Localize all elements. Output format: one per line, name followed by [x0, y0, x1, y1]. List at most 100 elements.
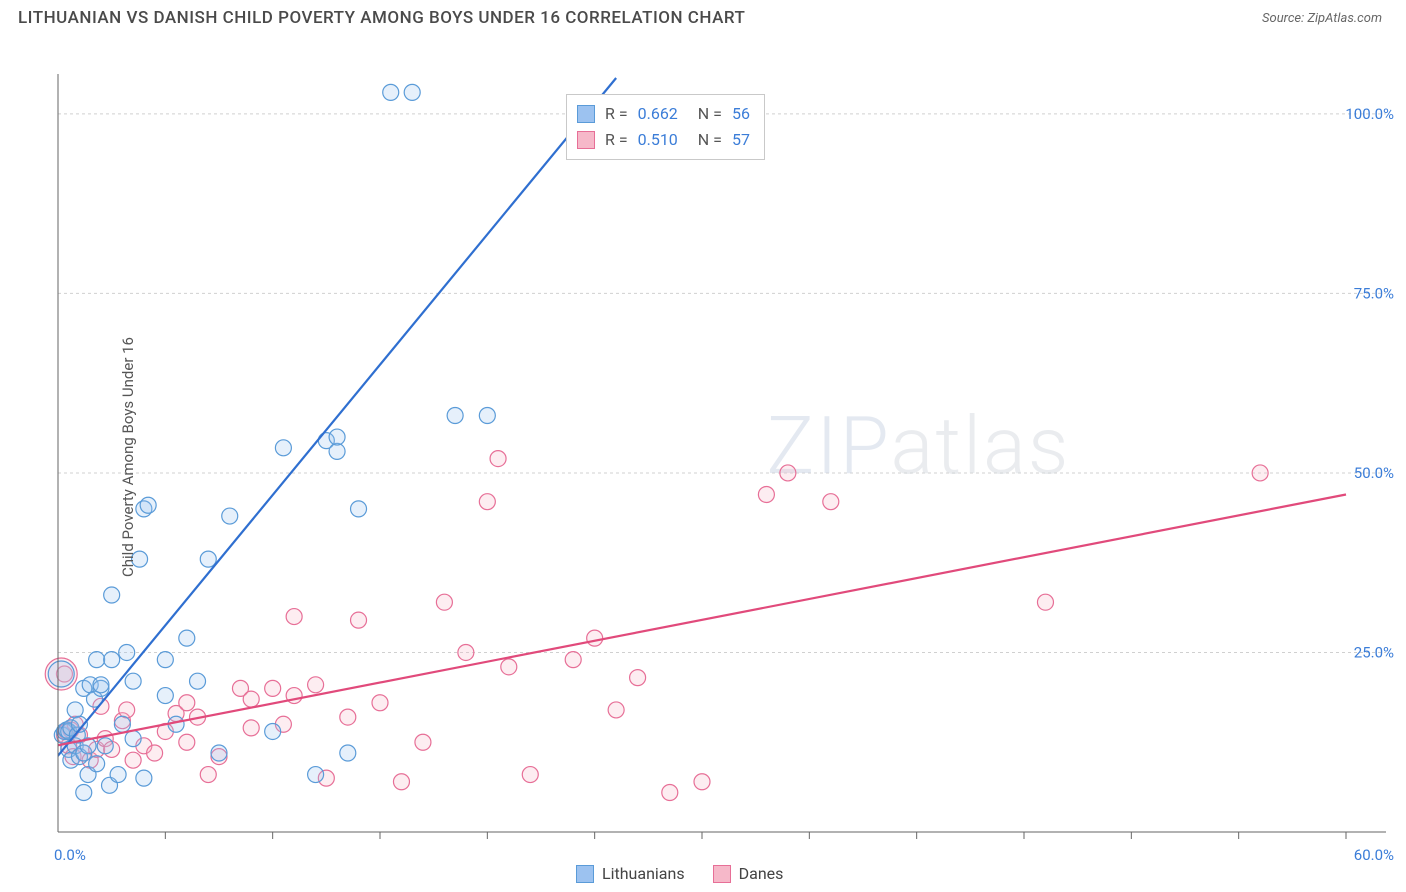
source-name: ZipAtlas.com — [1307, 11, 1382, 26]
data-point — [286, 609, 302, 625]
data-point — [458, 644, 474, 660]
data-point — [662, 785, 678, 801]
x-tick-max: 60.0% — [1354, 846, 1394, 864]
swatch-danes-icon — [577, 131, 595, 149]
data-point — [393, 774, 409, 790]
data-point — [89, 756, 105, 772]
n-value-b: 57 — [732, 127, 750, 153]
data-point — [694, 774, 710, 790]
data-point — [243, 720, 259, 736]
chart-area: Child Poverty Among Boys Under 16 25.0% 5… — [0, 32, 1406, 882]
data-point — [308, 767, 324, 783]
correlation-stats-box: R = 0.662 N = 56 R = 0.510 N = 57 — [566, 94, 765, 160]
data-point — [522, 767, 538, 783]
data-point — [780, 465, 796, 481]
data-point — [243, 691, 259, 707]
data-point — [404, 84, 420, 100]
data-point — [351, 612, 367, 628]
data-point — [265, 680, 281, 696]
data-point — [758, 486, 774, 502]
data-point — [119, 702, 135, 718]
y-axis-label: Child Poverty Among Boys Under 16 — [119, 337, 137, 577]
y-tick-label: 100.0% — [1345, 105, 1394, 123]
data-point — [265, 723, 281, 739]
data-point — [565, 652, 581, 668]
data-point — [211, 745, 227, 761]
data-point — [490, 451, 506, 467]
stats-row-b: R = 0.510 N = 57 — [577, 127, 750, 153]
data-point — [140, 497, 156, 513]
data-point — [436, 594, 452, 610]
source-prefix: Source: — [1262, 11, 1307, 26]
data-point — [479, 494, 495, 510]
y-tick-label: 75.0% — [1354, 284, 1394, 302]
data-point — [383, 84, 399, 100]
data-point — [104, 587, 120, 603]
data-point — [119, 644, 135, 660]
data-point — [125, 673, 141, 689]
n-label: N = — [698, 127, 722, 153]
source-label: Source: ZipAtlas.com — [1262, 11, 1382, 26]
x-tick-min: 0.0% — [54, 846, 86, 864]
data-point — [89, 652, 105, 668]
data-point — [97, 738, 113, 754]
data-point — [501, 659, 517, 675]
data-point — [114, 716, 130, 732]
n-value-a: 56 — [732, 101, 750, 127]
data-point — [76, 785, 92, 801]
data-point — [308, 677, 324, 693]
y-tick-label: 25.0% — [1354, 643, 1394, 661]
data-point — [447, 408, 463, 424]
data-point — [351, 501, 367, 517]
data-point — [200, 767, 216, 783]
data-point — [1252, 465, 1268, 481]
y-tick-label: 50.0% — [1354, 464, 1394, 482]
data-point — [48, 661, 74, 687]
data-point — [630, 670, 646, 686]
data-point — [340, 709, 356, 725]
r-label: R = — [605, 101, 628, 127]
data-point — [125, 731, 141, 747]
data-point — [587, 630, 603, 646]
data-point — [372, 695, 388, 711]
stats-row-a: R = 0.662 N = 56 — [577, 101, 750, 127]
legend-label-a: Lithuanians — [602, 864, 685, 883]
data-point — [157, 688, 173, 704]
data-point — [179, 695, 195, 711]
data-point — [136, 770, 152, 786]
data-point — [329, 429, 345, 445]
data-point — [1037, 594, 1053, 610]
swatch-danes-icon — [713, 865, 731, 883]
data-point — [415, 734, 431, 750]
data-point — [823, 494, 839, 510]
data-point — [125, 752, 141, 768]
data-point — [179, 734, 195, 750]
data-point — [340, 745, 356, 761]
data-point — [608, 702, 624, 718]
data-point — [275, 440, 291, 456]
legend-item-a: Lithuanians — [576, 864, 685, 883]
r-label: R = — [605, 127, 628, 153]
legend-item-b: Danes — [713, 864, 784, 883]
data-point — [329, 443, 345, 459]
trend-line-b — [37, 494, 1346, 749]
r-value-a: 0.662 — [638, 101, 678, 127]
chart-title: LITHUANIAN VS DANISH CHILD POVERTY AMONG… — [18, 8, 745, 28]
watermark: ZIPatlas — [766, 399, 1070, 493]
data-point — [93, 677, 109, 693]
data-point — [157, 652, 173, 668]
n-label: N = — [698, 101, 722, 127]
bottom-legend: Lithuanians Danes — [576, 864, 783, 883]
data-point — [147, 745, 163, 761]
data-point — [104, 652, 120, 668]
data-point — [479, 408, 495, 424]
data-point — [110, 767, 126, 783]
data-point — [222, 508, 238, 524]
r-value-b: 0.510 — [638, 127, 678, 153]
data-point — [179, 630, 195, 646]
legend-label-b: Danes — [739, 864, 784, 883]
swatch-lithuanians-icon — [576, 865, 594, 883]
data-point — [190, 673, 206, 689]
swatch-lithuanians-icon — [577, 105, 595, 123]
data-point — [67, 702, 83, 718]
